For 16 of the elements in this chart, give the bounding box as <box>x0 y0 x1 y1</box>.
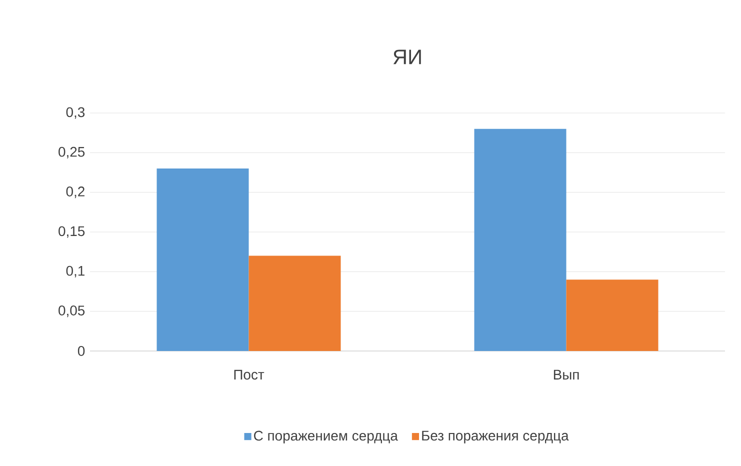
y-tick-label: 0,2 <box>66 186 84 198</box>
y-tick-label: 0,3 <box>66 107 85 119</box>
bar <box>248 256 341 351</box>
y-tick-label: 0,25 <box>58 146 85 158</box>
legend-label: Без поражения сердца <box>422 430 569 444</box>
bar <box>474 128 566 351</box>
bar <box>156 168 249 351</box>
x-tick-label: Пост <box>234 370 264 380</box>
legend-label: С поражением сердца <box>254 430 398 444</box>
y-tick-label: 0,05 <box>58 306 85 318</box>
y-tick-label: 0 <box>78 346 85 356</box>
chart-title: ЯИ <box>393 50 421 64</box>
y-tick-label: 0,15 <box>58 226 85 238</box>
y-tick-label: 0,1 <box>66 266 84 278</box>
x-tick-label: Вып <box>554 370 579 380</box>
bar <box>566 280 658 351</box>
